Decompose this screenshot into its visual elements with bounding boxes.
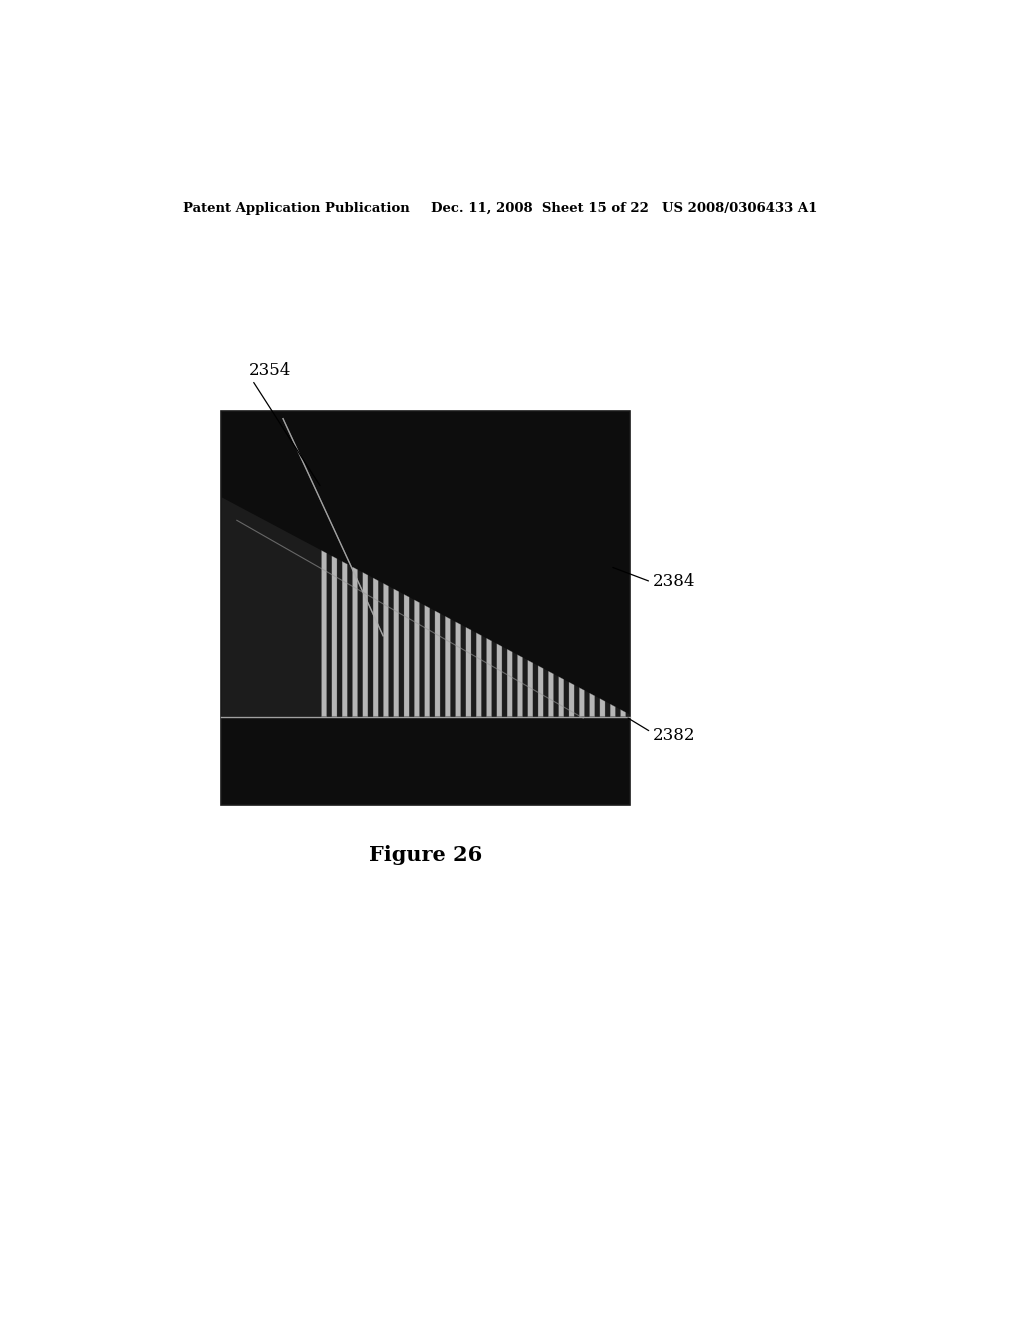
Polygon shape — [373, 578, 378, 717]
Polygon shape — [352, 566, 357, 717]
Polygon shape — [221, 498, 630, 717]
Text: Patent Application Publication: Patent Application Publication — [183, 202, 410, 215]
Polygon shape — [497, 644, 502, 717]
Text: 2354: 2354 — [249, 363, 291, 379]
Polygon shape — [486, 639, 492, 717]
Polygon shape — [507, 649, 512, 717]
Polygon shape — [580, 688, 585, 717]
Polygon shape — [569, 682, 574, 717]
Polygon shape — [383, 583, 388, 717]
Polygon shape — [445, 616, 451, 717]
Polygon shape — [362, 573, 368, 717]
Text: Figure 26: Figure 26 — [369, 845, 482, 865]
Polygon shape — [590, 693, 595, 717]
Polygon shape — [517, 655, 522, 717]
Text: US 2008/0306433 A1: US 2008/0306433 A1 — [662, 202, 817, 215]
Polygon shape — [456, 622, 461, 717]
Polygon shape — [415, 599, 420, 717]
Polygon shape — [621, 710, 626, 717]
Polygon shape — [466, 627, 471, 717]
Polygon shape — [332, 556, 337, 717]
Polygon shape — [476, 632, 481, 717]
Polygon shape — [600, 698, 605, 717]
Text: 2382: 2382 — [652, 727, 695, 744]
Polygon shape — [559, 677, 564, 717]
Polygon shape — [527, 660, 532, 717]
Polygon shape — [342, 561, 347, 717]
Bar — [221, 411, 630, 805]
Polygon shape — [322, 550, 327, 717]
Polygon shape — [538, 665, 543, 717]
Polygon shape — [435, 611, 440, 717]
Polygon shape — [393, 589, 398, 717]
Polygon shape — [548, 671, 554, 717]
Polygon shape — [404, 594, 410, 717]
Text: Dec. 11, 2008  Sheet 15 of 22: Dec. 11, 2008 Sheet 15 of 22 — [431, 202, 649, 215]
Polygon shape — [610, 704, 615, 717]
Polygon shape — [425, 606, 430, 717]
Text: 2384: 2384 — [652, 573, 695, 590]
